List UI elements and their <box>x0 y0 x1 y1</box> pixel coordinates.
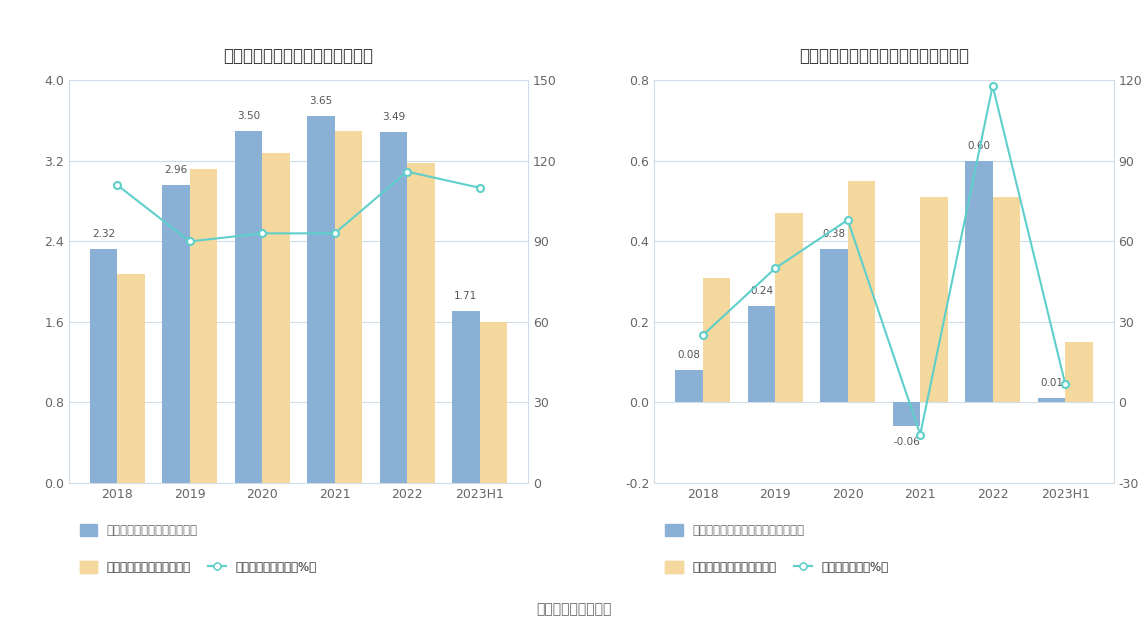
Text: 3.50: 3.50 <box>236 111 261 121</box>
Text: 2.32: 2.32 <box>92 230 115 240</box>
Bar <box>117 274 145 483</box>
Text: 0.08: 0.08 <box>677 350 700 360</box>
Text: 3.49: 3.49 <box>382 111 405 122</box>
Bar <box>847 181 875 402</box>
Text: 1.71: 1.71 <box>455 291 478 301</box>
Bar <box>189 169 217 483</box>
Bar <box>234 131 262 483</box>
Bar <box>703 277 730 402</box>
Bar <box>993 197 1021 402</box>
Text: 0.01: 0.01 <box>1040 378 1063 388</box>
Bar <box>893 402 921 426</box>
Bar <box>408 163 435 483</box>
Title: 历年经营现金流入、营业收入情况: 历年经营现金流入、营业收入情况 <box>224 47 373 65</box>
Bar <box>775 213 802 402</box>
Bar <box>675 370 703 402</box>
Text: 0.24: 0.24 <box>750 286 773 296</box>
Bar <box>262 153 289 483</box>
Bar <box>921 197 948 402</box>
Bar <box>335 131 363 483</box>
Text: -0.06: -0.06 <box>893 436 920 446</box>
Bar <box>308 116 335 483</box>
Text: 0.60: 0.60 <box>968 141 991 151</box>
Title: 历年经营现金流净额、归母净利润情况: 历年经营现金流净额、归母净利润情况 <box>799 47 969 65</box>
Bar <box>480 322 507 483</box>
Text: 3.65: 3.65 <box>309 95 333 106</box>
Bar <box>820 249 847 402</box>
Bar <box>162 185 189 483</box>
Text: 数据来源：恒生聚源: 数据来源：恒生聚源 <box>536 602 612 616</box>
Text: 0.38: 0.38 <box>822 230 846 240</box>
Legend: 左轴：归母净利润（亿元）, 右轴：净现比（%）: 左轴：归母净利润（亿元）, 右轴：净现比（%） <box>660 556 893 579</box>
Bar <box>747 306 775 402</box>
Text: 2.96: 2.96 <box>164 165 187 175</box>
Bar <box>380 132 408 483</box>
Bar <box>90 249 117 483</box>
Bar <box>1038 399 1065 402</box>
Bar <box>452 311 480 483</box>
Bar <box>1065 342 1093 402</box>
Legend: 左轴：营业总收入（亿元）, 右轴：营收现金比（%）: 左轴：营业总收入（亿元）, 右轴：营收现金比（%） <box>75 556 321 579</box>
Bar <box>965 161 993 402</box>
